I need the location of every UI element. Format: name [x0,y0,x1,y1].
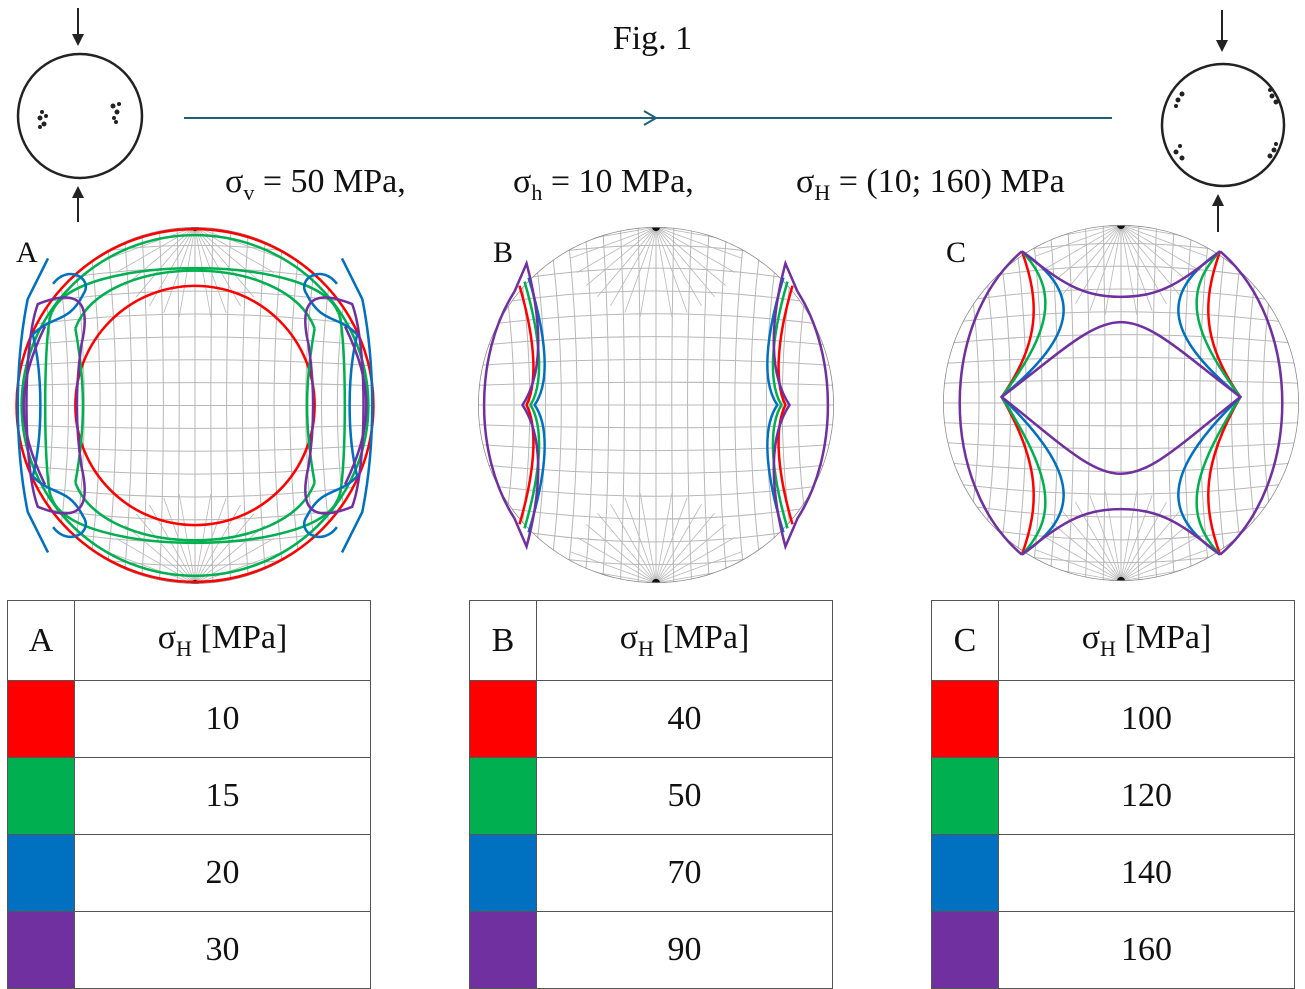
swatch-red [7,680,75,758]
swatch-purple [469,911,537,989]
legend-value: 40 [536,680,833,758]
swatch-purple [7,911,75,989]
legend-table-b: B σH [MPa] 40 50 70 90 [469,600,833,989]
legend-value: 50 [536,757,833,835]
contours-c [958,250,1284,556]
contours-a [15,227,375,584]
sigma-H-label: σH = (10; 160) MPa [796,163,1065,205]
panel-b-label: B [493,236,514,269]
legend-table-c: C σH [MPa] 100 120 140 160 [931,600,1295,989]
swatch-blue [931,834,999,912]
legend-value: 120 [998,757,1295,835]
legend-value: 30 [74,911,371,989]
stereonet-b [478,227,834,583]
stereonet-a [15,227,375,584]
legend-b-header: σH [MPa] [536,600,833,681]
legend-value: 100 [998,680,1295,758]
legend-value: 10 [74,680,371,758]
legend-b-letter: B [469,600,537,681]
sigma-h-label: σh = 10 MPa, [513,163,694,205]
borehole-schematic-left [16,8,144,222]
swatch-purple [931,911,999,989]
legend-value: 20 [74,834,371,912]
figure-title: Fig. 1 [612,20,693,57]
panel-a-label: A [16,236,38,269]
swatch-green [469,757,537,835]
legend-a-letter: A [7,600,75,681]
contours-b [482,259,830,551]
swatch-green [931,757,999,835]
legend-value: 90 [536,911,833,989]
stereonet-c [943,225,1299,581]
sigma-v-label: σv = 50 MPa, [225,163,406,205]
legend-value: 140 [998,834,1295,912]
progress-arrow [184,110,1112,126]
legend-table-a: A σH [MPa] 10 15 20 30 [7,600,371,989]
breakout-marks-right [1173,88,1279,161]
breakout-marks-left [37,102,121,129]
legend-value: 160 [998,911,1295,989]
swatch-red [931,680,999,758]
panel-c-label: C [946,236,967,269]
swatch-blue [469,834,537,912]
borehole-schematic-right [1160,10,1286,232]
legend-c-header: σH [MPa] [998,600,1295,681]
swatch-red [469,680,537,758]
legend-c-letter: C [931,600,999,681]
swatch-blue [7,834,75,912]
swatch-green [7,757,75,835]
legend-a-header: σH [MPa] [74,600,371,681]
legend-value: 15 [74,757,371,835]
legend-value: 70 [536,834,833,912]
stereonet-grid-c [943,225,1299,581]
